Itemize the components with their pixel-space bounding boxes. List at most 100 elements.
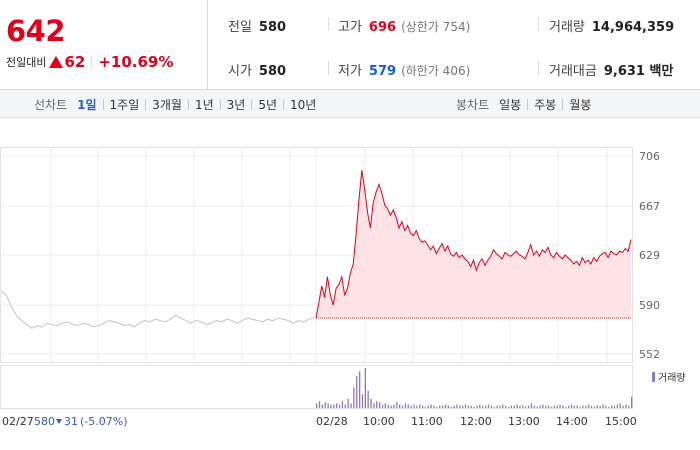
candle-chart-tabs: 봉차트 일봉 주봉 월봉: [456, 90, 591, 118]
volume-bar: [381, 404, 384, 408]
volume-bar: [416, 405, 418, 408]
volume-bar: [562, 405, 564, 408]
volume-frame: [0, 365, 633, 409]
stat-label: 저가: [338, 64, 362, 79]
prev-day-change-pct: (-5.07%): [80, 415, 128, 428]
stat-open: 시가 580: [228, 60, 286, 79]
stat-sub: (상한가 754): [401, 20, 471, 34]
volume-bar: [616, 404, 618, 408]
volume-bar: [611, 405, 613, 408]
candle-chart-tab-3[interactable]: 월봉: [569, 97, 592, 112]
volume-bar: [602, 404, 604, 408]
line-chart-tab-2[interactable]: 1주일: [109, 97, 140, 112]
volume-bar: [430, 404, 432, 408]
volume-bar: [570, 404, 573, 408]
volume-bar: [422, 405, 424, 408]
volume-bar: [510, 405, 512, 408]
volume-bar: [361, 394, 364, 408]
divider: [328, 61, 329, 75]
change-label: 전일대비: [6, 56, 47, 69]
candle-chart-title: 봉차트: [456, 97, 490, 112]
volume-bar: [516, 404, 518, 408]
down-triangle-icon: [56, 419, 62, 424]
chart-tabs-bar: 선차트 1일 1주일 3개월 1년 3년 5년 10년 봉차트 일봉 주봉 월봉: [0, 90, 700, 118]
volume-bar: [513, 405, 515, 408]
volume-bar: [502, 404, 504, 408]
candle-chart-tab-2[interactable]: 주봉: [534, 97, 557, 112]
volume-bar: [482, 405, 484, 408]
volume-bar: [530, 403, 533, 408]
price-box: 642 전일대비 62 +10.69%: [0, 0, 208, 90]
prev-day-close: 580: [34, 415, 55, 428]
tab-divider: [102, 98, 104, 110]
divider: [538, 61, 539, 75]
line-chart-tab-1[interactable]: 1일: [77, 97, 97, 112]
volume-bar: [631, 396, 633, 408]
volume-bar: [487, 404, 490, 408]
x-axis-labels: 10:00 11:00 12:00 13:00 14:00 15:00: [363, 415, 637, 428]
volume-bar: [496, 405, 498, 408]
quote-header: 642 전일대비 62 +10.69% 전일 580 고가 696 (상한가 7…: [0, 0, 700, 90]
volume-bar: [324, 402, 326, 408]
prev-day-line: [0, 290, 315, 329]
volume-bar: [476, 405, 478, 408]
volume-bar: [359, 371, 361, 408]
volume-bar: [373, 403, 375, 408]
volume-bar: [344, 404, 346, 408]
volume-bar: [565, 406, 567, 408]
volume-bar: [519, 405, 521, 408]
tab-divider: [527, 98, 529, 110]
volume-bar: [338, 404, 341, 408]
volume-bar: [553, 405, 555, 408]
line-chart-tab-4[interactable]: 1년: [194, 97, 214, 112]
divider: [91, 55, 93, 69]
volume-bar: [356, 376, 358, 408]
stat-prev-close: 전일 580: [228, 16, 286, 35]
volume-bar: [573, 405, 575, 408]
line-chart-tab-7[interactable]: 10년: [290, 97, 317, 112]
volume-bar: [588, 404, 590, 408]
volume-bar: [442, 405, 444, 408]
volume-bar: [353, 387, 355, 408]
volume-bar: [341, 401, 344, 408]
volume-bar: [330, 404, 332, 408]
x-tick-label: 11:00: [411, 415, 443, 428]
volume-bar: [490, 405, 492, 408]
volume-bar: [321, 404, 323, 408]
divider: [538, 17, 539, 31]
volume-bar: [447, 405, 449, 408]
line-chart-tab-5[interactable]: 3년: [226, 97, 246, 112]
volume-bar: [536, 406, 538, 408]
divider: [328, 17, 329, 31]
volume-bar: [542, 404, 544, 408]
volume-bar: [533, 405, 535, 408]
volume-bar: [390, 405, 392, 408]
stat-value: 14,964,359: [591, 20, 675, 35]
volume-bar: [462, 405, 464, 408]
volume-bar: [424, 406, 427, 408]
volume-bar: [550, 406, 553, 408]
volume-legend-swatch: [652, 372, 655, 382]
tab-divider: [145, 98, 147, 110]
today-date: 02/28: [316, 415, 348, 428]
stat-trade-value: 거래대금 9,631 백만: [549, 60, 673, 79]
volume-bar: [347, 398, 349, 408]
volume-bar: [370, 398, 372, 408]
volume-bar: [364, 368, 366, 408]
candle-chart-tab-1[interactable]: 일봉: [499, 97, 522, 112]
tab-divider: [283, 98, 285, 110]
stat-label: 시가: [228, 64, 252, 79]
volume-bar: [419, 404, 421, 408]
volume-bar: [384, 403, 386, 408]
line-chart-tab-3[interactable]: 3개월: [152, 97, 182, 112]
prev-day-change: 31: [64, 415, 78, 428]
x-tick-label: 14:00: [556, 415, 588, 428]
volume-bar: [450, 406, 452, 408]
volume-bar: [593, 406, 596, 408]
line-chart-tab-6[interactable]: 5년: [258, 97, 278, 112]
volume-bar: [582, 405, 584, 408]
volume-bar: [436, 406, 438, 408]
volume-bar: [350, 403, 352, 408]
y-tick-label: 590: [639, 299, 660, 312]
y-tick-label: 667: [639, 200, 660, 213]
